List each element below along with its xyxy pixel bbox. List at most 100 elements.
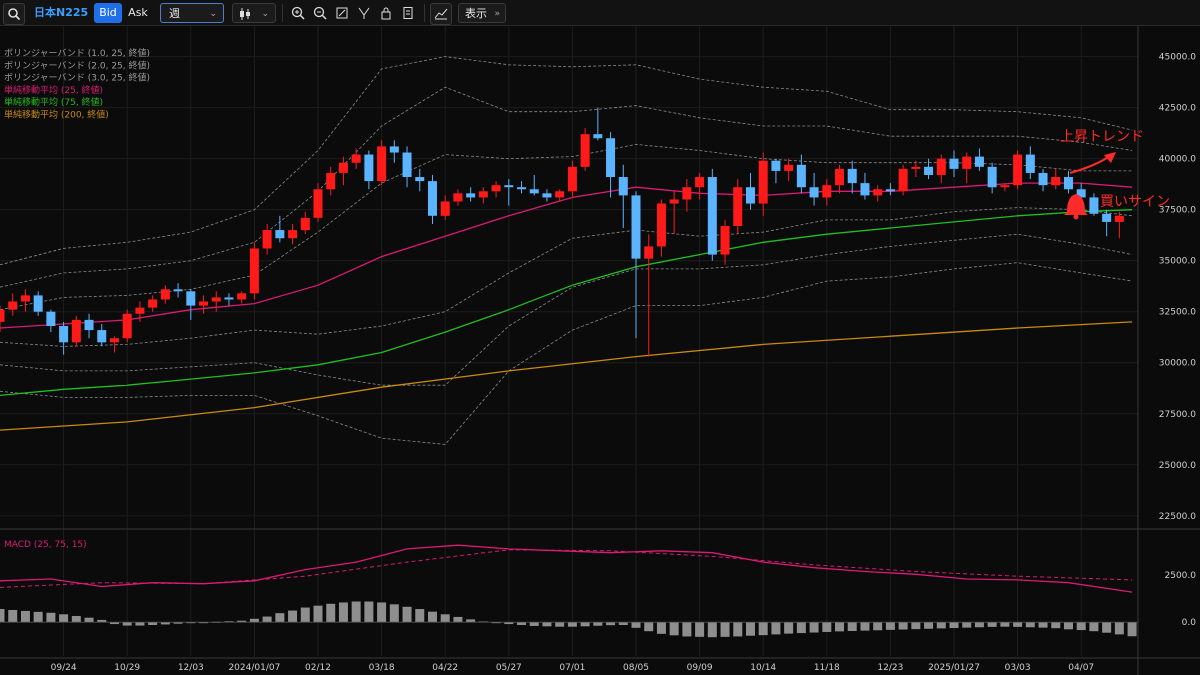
- candle: [20, 289, 30, 312]
- draw-tool-icon[interactable]: [354, 3, 374, 23]
- candle: [567, 160, 577, 198]
- candle-body: [987, 166, 997, 188]
- candle-body: [822, 185, 832, 198]
- macd-histogram-bar: [580, 622, 590, 627]
- candle-body: [771, 160, 781, 171]
- macd-histogram-bar: [796, 622, 806, 634]
- bollinger-bb1-upper: [0, 143, 1133, 311]
- candle-body: [440, 201, 450, 216]
- fit-screen-icon[interactable]: [332, 3, 352, 23]
- candle-body: [453, 193, 463, 202]
- candle-body: [160, 289, 170, 300]
- legend-entry: ボリンジャーバンド (3.0, 25, 終値): [4, 72, 150, 84]
- macd-histogram-bar: [898, 622, 908, 630]
- candle: [453, 189, 463, 206]
- candle-body: [1038, 172, 1048, 186]
- zoom-out-icon[interactable]: [310, 3, 330, 23]
- candle-body: [644, 246, 654, 259]
- macd-histogram-bar: [249, 618, 259, 623]
- candle: [46, 309, 56, 333]
- lock-icon[interactable]: [376, 3, 396, 23]
- candle-body: [389, 146, 399, 153]
- chart-area[interactable]: 2500.0 0.0 MACD (25, 75, 15) 45000.0 42500.…: [0, 26, 1200, 675]
- candle-body: [631, 195, 641, 259]
- y-tick-label: 40000.0: [1159, 155, 1196, 165]
- macd-histogram-bar: [758, 622, 768, 636]
- macd-histogram-bar: [351, 601, 361, 623]
- candle: [784, 158, 794, 182]
- indicator-icon[interactable]: [430, 3, 452, 25]
- candle: [262, 223, 272, 255]
- macd-histogram-bar: [669, 622, 679, 636]
- bollinger-bb1-lower: [0, 207, 1133, 347]
- x-tick-label: 04/07: [1068, 663, 1094, 673]
- search-icon[interactable]: [3, 3, 25, 25]
- candle: [1025, 146, 1035, 180]
- candle-body: [529, 189, 539, 194]
- bollinger-bb2-upper: [0, 86, 1133, 288]
- macd-histogram-bar: [784, 622, 794, 634]
- candle-body: [364, 154, 374, 182]
- macd-histogram-bar: [466, 619, 476, 623]
- candle: [936, 154, 946, 184]
- bid-button[interactable]: Bid: [94, 3, 122, 23]
- candle: [847, 160, 857, 194]
- macd-signal-line: [0, 549, 1133, 588]
- candle-body: [745, 187, 755, 204]
- zoom-in-icon[interactable]: [288, 3, 308, 23]
- candle-body: [300, 217, 310, 231]
- y-tick-label: 45000.0: [1159, 53, 1196, 63]
- candle: [427, 174, 437, 224]
- candle-body: [415, 177, 425, 182]
- chart-type-select[interactable]: ⌄: [232, 3, 276, 23]
- x-tick-label: 10/14: [750, 663, 776, 673]
- macd-histogram-bar: [0, 609, 5, 623]
- candle-body: [466, 193, 476, 198]
- candle: [924, 158, 934, 180]
- candle: [695, 172, 705, 200]
- macd-histogram-bar: [199, 622, 209, 624]
- candle: [1102, 209, 1112, 237]
- macd-histogram-bar: [1013, 622, 1023, 627]
- x-tick-label: 05/27: [496, 663, 522, 673]
- candle: [758, 152, 768, 216]
- candle-body: [924, 166, 934, 175]
- candlesticks: [0, 107, 1124, 357]
- macd-histogram-bar: [1089, 622, 1099, 632]
- macd-histogram-bar: [567, 622, 577, 627]
- macd-histogram-bar: [1051, 622, 1061, 629]
- candle-body: [796, 164, 806, 188]
- symbol-label[interactable]: 日本N225: [34, 6, 89, 19]
- x-tick-label: 12/03: [178, 663, 204, 673]
- macd-histogram-bar: [822, 622, 832, 632]
- candle-body: [275, 230, 285, 239]
- legend-entry: ボリンジャーバンド (1.0, 25, 終値): [4, 47, 150, 59]
- y-tick-label: 32500.0: [1159, 308, 1196, 318]
- macd-histogram-bar: [1076, 622, 1086, 631]
- candle: [771, 158, 781, 184]
- candle-body: [656, 203, 666, 247]
- macd-legend-label: MACD (25, 75, 15): [4, 540, 87, 550]
- bollinger-bb3-upper: [0, 56, 1133, 266]
- candle: [898, 164, 908, 196]
- candle: [389, 140, 399, 163]
- document-icon[interactable]: [398, 3, 418, 23]
- candle: [733, 179, 743, 235]
- candle-body: [478, 191, 488, 198]
- candle: [1051, 168, 1061, 190]
- legend-entry: 単純移動平均 (75, 終値): [4, 96, 103, 108]
- candle: [186, 289, 196, 320]
- candle: [173, 283, 183, 298]
- candle-body: [809, 187, 819, 198]
- candle: [860, 172, 870, 200]
- macd-pane: 2500.0 0.0 MACD (25, 75, 15): [0, 540, 1196, 638]
- ask-button[interactable]: Ask: [128, 6, 148, 19]
- candle-body: [59, 326, 69, 343]
- macd-histogram-bar: [873, 622, 883, 631]
- macd-histogram-bar: [1114, 622, 1124, 635]
- period-select[interactable]: 週 ⌄: [160, 3, 224, 23]
- candle: [364, 150, 374, 190]
- macd-histogram-bar: [924, 622, 934, 629]
- display-menu-button[interactable]: 表示 »: [458, 3, 506, 23]
- candle: [338, 156, 348, 186]
